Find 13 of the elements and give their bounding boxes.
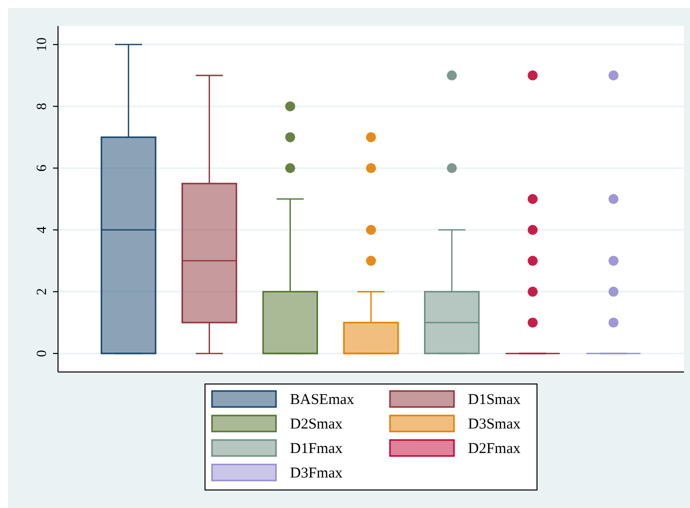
legend-label: D2Smax — [290, 416, 343, 432]
y-tick-label: 0 — [34, 350, 50, 357]
y-tick-label: 4 — [34, 226, 50, 234]
legend-label: D1Fmax — [290, 441, 343, 457]
legend-label: BASEmax — [290, 392, 355, 408]
y-tick-label: 10 — [34, 38, 50, 52]
y-tick-label: 8 — [34, 102, 50, 110]
legend-label: D3Fmax — [290, 466, 343, 482]
legend-label: D1Smax — [468, 392, 521, 408]
y-tick-label: 6 — [34, 164, 50, 172]
legend-label: D2Fmax — [468, 441, 521, 457]
y-tick-label: 2 — [34, 288, 50, 296]
legend-label: D3Smax — [468, 416, 521, 432]
